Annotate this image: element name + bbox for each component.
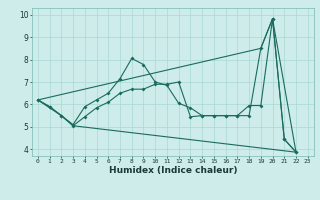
- X-axis label: Humidex (Indice chaleur): Humidex (Indice chaleur): [108, 166, 237, 175]
